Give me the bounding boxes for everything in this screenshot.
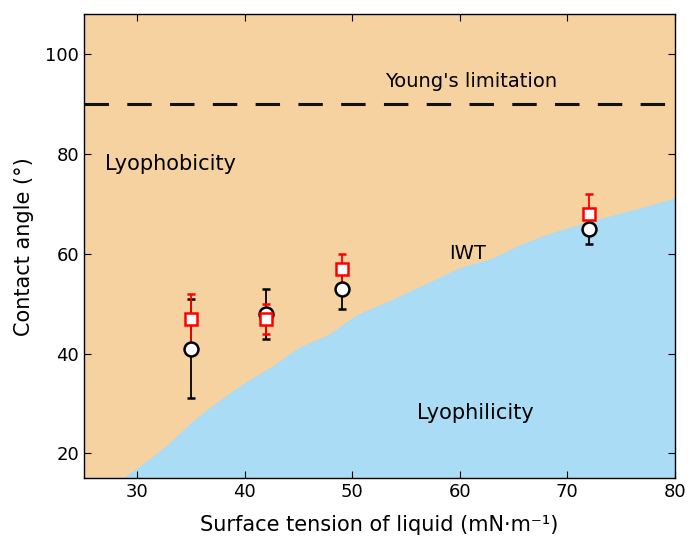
Text: IWT: IWT [449,244,486,263]
Y-axis label: Contact angle (°): Contact angle (°) [14,157,34,335]
X-axis label: Surface tension of liquid (mN·m⁻¹): Surface tension of liquid (mN·m⁻¹) [200,515,559,535]
Text: Lyophobicity: Lyophobicity [105,154,236,173]
Text: Young's limitation: Young's limitation [384,72,556,91]
Text: Lyophilicity: Lyophilicity [417,404,533,423]
